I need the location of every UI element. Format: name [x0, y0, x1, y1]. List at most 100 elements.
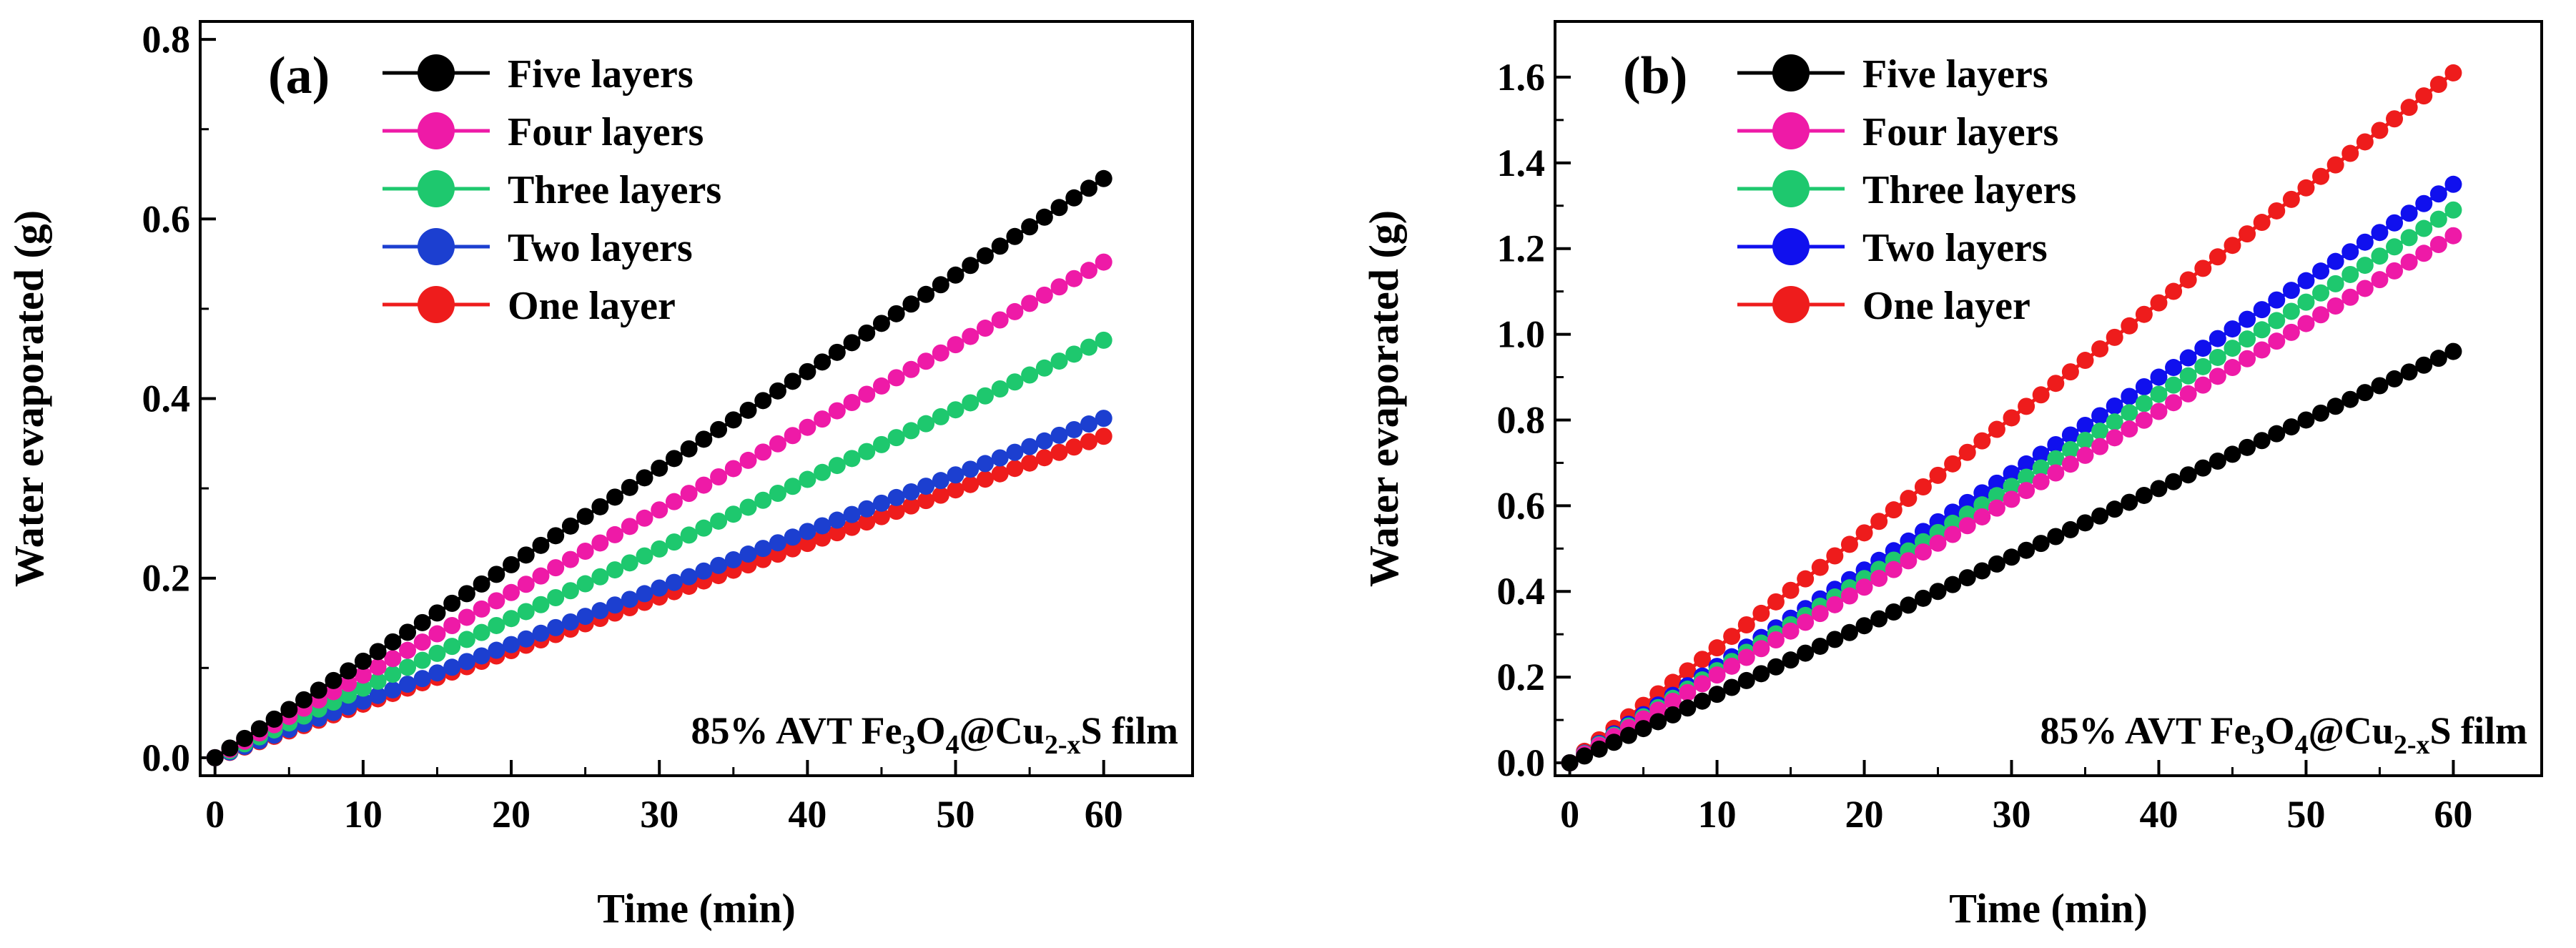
x-tick-label: 20	[1845, 793, 1884, 836]
data-point	[561, 582, 579, 600]
data-point	[2194, 459, 2212, 477]
data-point	[710, 420, 728, 438]
data-point	[1035, 208, 1053, 226]
y-tick-label: 0.2	[1497, 656, 1546, 698]
x-tick-label: 0	[205, 793, 224, 836]
data-point	[488, 592, 505, 610]
data-point	[1737, 616, 1755, 633]
data-point	[2150, 403, 2168, 420]
data-point	[2061, 363, 2079, 381]
data-point	[1944, 576, 1962, 593]
data-point	[399, 623, 417, 641]
data-point	[1035, 359, 1053, 377]
data-point	[354, 692, 372, 710]
data-point	[1006, 227, 1024, 245]
legend-swatch-marker	[1772, 286, 1810, 323]
data-point	[2326, 156, 2344, 174]
data-point	[1826, 547, 1844, 565]
y-tick-label: 0.4	[142, 377, 191, 420]
data-point	[1973, 562, 1991, 580]
data-point	[769, 534, 786, 552]
data-point	[710, 556, 728, 574]
data-point	[872, 435, 890, 453]
data-point	[872, 377, 890, 395]
legend: Five layers Four layers Three layers Two la…	[383, 52, 721, 328]
data-point	[1080, 415, 1097, 433]
data-point	[651, 501, 668, 519]
legend-item: Three layers	[383, 168, 721, 212]
data-point	[1944, 525, 1962, 543]
data-point	[2165, 282, 2183, 300]
data-point	[2003, 409, 2020, 427]
data-point	[2326, 398, 2344, 415]
x-tick-label: 10	[1698, 793, 1737, 836]
data-point	[947, 401, 964, 419]
data-point	[1885, 561, 1903, 578]
annotation-prefix: 85% AVT Fe	[2040, 709, 2251, 752]
data-point	[325, 671, 342, 689]
data-point	[2268, 202, 2286, 219]
data-point	[2253, 341, 2271, 359]
series-four-layers	[206, 253, 1112, 766]
data-point	[458, 585, 475, 603]
data-point	[2047, 435, 2065, 453]
data-point	[887, 488, 905, 506]
data-point	[2429, 350, 2447, 367]
data-point	[1723, 657, 1741, 675]
data-point	[1576, 747, 1594, 765]
data-point	[340, 674, 357, 692]
data-point	[413, 633, 431, 651]
annotation-sub2: 4	[2295, 730, 2309, 760]
legend-label: Five layers	[508, 52, 694, 97]
data-point	[1095, 428, 1112, 445]
data-point	[2018, 541, 2035, 559]
data-point	[443, 617, 461, 635]
data-point	[2194, 340, 2212, 357]
data-point	[2224, 359, 2241, 377]
data-point	[902, 360, 920, 378]
data-point	[606, 596, 624, 614]
data-point	[547, 527, 565, 545]
data-point	[265, 710, 283, 728]
data-point	[532, 596, 550, 613]
x-tick-label: 40	[2139, 793, 2178, 836]
data-point	[503, 556, 520, 573]
data-point	[976, 320, 994, 337]
data-point	[2121, 317, 2138, 335]
data-point	[503, 636, 520, 653]
data-point	[991, 311, 1009, 329]
data-point	[2239, 350, 2256, 367]
data-point	[2106, 397, 2123, 415]
data-point	[991, 465, 1009, 483]
data-point	[1065, 345, 1083, 363]
data-point	[1885, 603, 1903, 621]
data-point	[902, 422, 920, 440]
data-point	[1095, 253, 1112, 271]
data-point	[2297, 293, 2315, 311]
data-point	[591, 602, 609, 620]
data-point	[2282, 302, 2300, 320]
panel-label: (a)	[268, 46, 330, 105]
data-point	[250, 720, 268, 738]
data-point	[2150, 385, 2168, 403]
data-point	[621, 518, 638, 535]
data-point	[2400, 204, 2418, 222]
data-point	[221, 739, 239, 757]
y-tick-label: 0.6	[142, 197, 191, 240]
data-point	[1914, 543, 1932, 561]
data-point	[2047, 450, 2065, 468]
data-point	[2224, 237, 2241, 255]
data-point	[799, 470, 816, 488]
data-point	[428, 664, 446, 682]
data-point	[2106, 500, 2123, 518]
data-point	[2253, 301, 2271, 319]
data-point	[962, 327, 979, 345]
legend-item: Two layers	[1737, 226, 2048, 270]
x-tick-label: 50	[2286, 793, 2325, 836]
legend-label: Two layers	[508, 226, 693, 270]
data-point	[2032, 535, 2050, 553]
data-point	[1693, 651, 1711, 668]
chart-panel-b: 0 10 20 30 40 50 60 0.0 0.2 0.4 0.6 0.8 1.0 1.2 1.4 1.6…	[1361, 20, 2543, 932]
legend-item: One layer	[383, 284, 676, 328]
